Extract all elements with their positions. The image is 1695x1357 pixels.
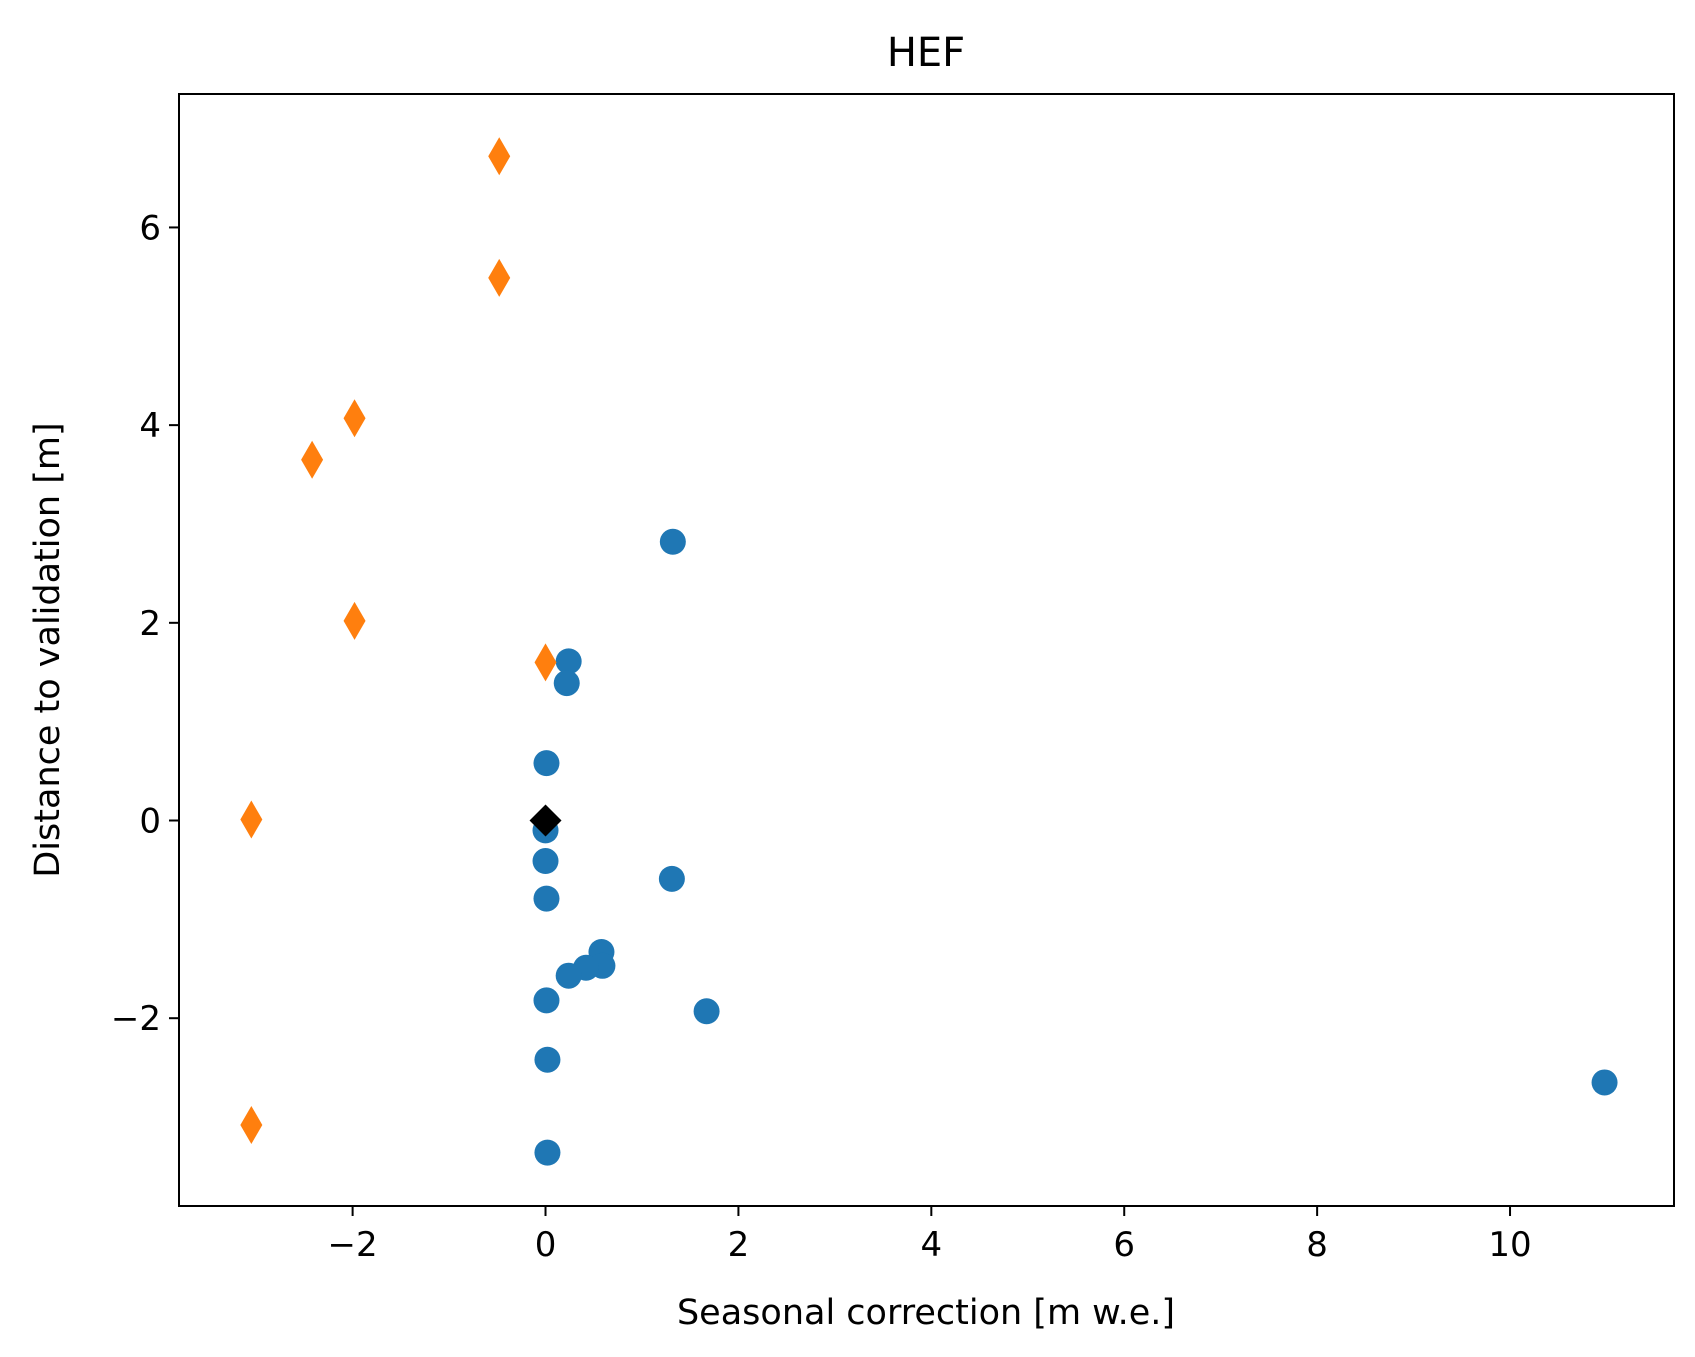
- x-axis-label: Seasonal correction [m w.e.]: [677, 1293, 1175, 1333]
- chart-title: HEF: [887, 30, 965, 76]
- blue-circle-point: [555, 962, 582, 989]
- blue-circle-point: [533, 750, 560, 777]
- y-tick-label: 4: [139, 406, 161, 446]
- x-tick-label: −2: [328, 1225, 378, 1265]
- orange-diamond-point: [240, 1105, 263, 1144]
- blue-circle-point: [659, 528, 686, 555]
- x-tick-label: 10: [1488, 1225, 1531, 1265]
- orange-diamond-point: [534, 643, 557, 682]
- blue-circle-point: [534, 1139, 561, 1166]
- orange-diamond-point: [240, 800, 263, 839]
- data-points: [240, 137, 1618, 1166]
- x-axis-ticks: −2 0 2 4 6 8 10: [328, 1206, 1532, 1265]
- orange-diamond-point: [343, 601, 366, 640]
- x-tick-label: 4: [921, 1225, 943, 1265]
- orange-diamond-point: [301, 440, 324, 479]
- y-axis-ticks: −2 0 2 4 6: [111, 208, 179, 1039]
- blue-circle-point: [533, 987, 560, 1014]
- blue-circle-point: [533, 885, 560, 912]
- blue-circle-point: [1591, 1069, 1618, 1096]
- blue-circle-point: [693, 998, 720, 1025]
- y-tick-label: 6: [139, 208, 161, 248]
- y-tick-label: 2: [139, 604, 161, 644]
- x-tick-label: 2: [728, 1225, 750, 1265]
- y-axis-label: Distance to validation [m]: [28, 422, 68, 877]
- orange-diamond-point: [488, 258, 511, 297]
- x-tick-label: 8: [1306, 1225, 1328, 1265]
- blue-circle-point: [532, 848, 559, 875]
- blue-circle-point: [555, 648, 582, 675]
- orange-diamond-point: [343, 399, 366, 438]
- black-diamond-point: [529, 804, 562, 837]
- blue-circle-point: [534, 1046, 561, 1073]
- x-tick-label: 0: [535, 1225, 557, 1265]
- plot-frame: [178, 93, 1675, 1207]
- y-tick-label: −2: [111, 999, 161, 1039]
- x-tick-label: 6: [1113, 1225, 1135, 1265]
- y-tick-label: 0: [139, 802, 161, 842]
- orange-diamond-point: [488, 137, 511, 176]
- blue-circle-point: [553, 670, 580, 697]
- blue-circle-point: [658, 865, 685, 892]
